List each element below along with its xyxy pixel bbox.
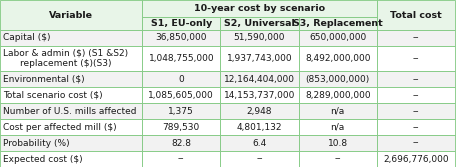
Bar (0, 71, 142, 87)
Bar (377, 71, 455, 87)
Text: (853,000,000): (853,000,000) (306, 75, 370, 84)
Bar (377, 30, 455, 46)
Text: n/a: n/a (330, 123, 345, 132)
Text: Cost per affected mill ($): Cost per affected mill ($) (3, 123, 117, 132)
Bar (0, 135, 142, 151)
Text: S1, EU-only: S1, EU-only (151, 19, 212, 28)
Text: --: -- (413, 123, 419, 132)
Text: --: -- (413, 139, 419, 148)
Text: --: -- (178, 154, 184, 163)
Bar (220, 135, 299, 151)
Text: --: -- (413, 75, 419, 84)
Text: Labor & admin ($) (S1 &S2)
replacement ($)(S3): Labor & admin ($) (S1 &S2) replacement (… (3, 49, 128, 68)
Text: 1,048,755,000: 1,048,755,000 (148, 54, 214, 63)
Text: S2, Universal: S2, Universal (224, 19, 295, 28)
Text: 8,289,000,000: 8,289,000,000 (305, 91, 371, 100)
Bar (220, 46, 299, 71)
Text: 10.8: 10.8 (328, 139, 348, 148)
Bar (142, 135, 220, 151)
Bar (0, 151, 142, 167)
Bar (377, 119, 455, 135)
Bar (377, 103, 455, 119)
Text: Capital ($): Capital ($) (3, 34, 50, 42)
Bar (142, 0, 377, 17)
Bar (142, 151, 220, 167)
Text: 8,492,000,000: 8,492,000,000 (305, 54, 371, 63)
Text: Probability (%): Probability (%) (3, 139, 70, 148)
Bar (142, 87, 220, 103)
Bar (0, 46, 142, 71)
Text: 789,530: 789,530 (163, 123, 200, 132)
Text: --: -- (413, 54, 419, 63)
Text: Total cost: Total cost (390, 11, 442, 20)
Bar (377, 151, 455, 167)
Bar (220, 103, 299, 119)
Bar (299, 135, 377, 151)
Text: S3, Replacement: S3, Replacement (293, 19, 383, 28)
Text: 0: 0 (178, 75, 184, 84)
Bar (377, 87, 455, 103)
Bar (142, 17, 220, 30)
Text: Variable: Variable (49, 11, 93, 20)
Text: 82.8: 82.8 (171, 139, 191, 148)
Bar (220, 17, 299, 30)
Bar (299, 87, 377, 103)
Text: 36,850,000: 36,850,000 (155, 34, 207, 42)
Text: --: -- (256, 154, 263, 163)
Text: 2,696,776,000: 2,696,776,000 (383, 154, 449, 163)
Bar (377, 46, 455, 71)
Bar (142, 30, 220, 46)
Bar (220, 151, 299, 167)
Text: 14,153,737,000: 14,153,737,000 (224, 91, 295, 100)
Bar (142, 103, 220, 119)
Text: --: -- (413, 91, 419, 100)
Bar (0, 87, 142, 103)
Text: 1,085,605,000: 1,085,605,000 (148, 91, 214, 100)
Bar (299, 17, 377, 30)
Text: --: -- (335, 154, 341, 163)
Text: Total scenario cost ($): Total scenario cost ($) (3, 91, 102, 100)
Bar (0, 103, 142, 119)
Text: 650,000,000: 650,000,000 (309, 34, 366, 42)
Text: 51,590,000: 51,590,000 (234, 34, 285, 42)
Text: n/a: n/a (330, 107, 345, 116)
Bar (142, 71, 220, 87)
Bar (0, 119, 142, 135)
Bar (220, 71, 299, 87)
Text: --: -- (413, 34, 419, 42)
Bar (0, 30, 142, 46)
Text: --: -- (413, 107, 419, 116)
Bar (299, 71, 377, 87)
Bar (299, 103, 377, 119)
Text: Environmental ($): Environmental ($) (3, 75, 84, 84)
Text: 2,948: 2,948 (247, 107, 272, 116)
Bar (299, 46, 377, 71)
Text: Number of U.S. mills affected: Number of U.S. mills affected (3, 107, 137, 116)
Bar (220, 87, 299, 103)
Text: 1,375: 1,375 (168, 107, 194, 116)
Bar (299, 119, 377, 135)
Text: 1,937,743,000: 1,937,743,000 (227, 54, 292, 63)
Bar (142, 119, 220, 135)
Bar (377, 0, 455, 30)
Bar (142, 46, 220, 71)
Text: Expected cost ($): Expected cost ($) (3, 154, 82, 163)
Bar (0, 0, 142, 30)
Text: 6.4: 6.4 (252, 139, 267, 148)
Bar (299, 30, 377, 46)
Text: 4,801,132: 4,801,132 (237, 123, 282, 132)
Text: 10-year cost by scenario: 10-year cost by scenario (194, 4, 325, 13)
Bar (220, 30, 299, 46)
Bar (299, 151, 377, 167)
Bar (220, 119, 299, 135)
Text: 12,164,404,000: 12,164,404,000 (224, 75, 295, 84)
Bar (377, 135, 455, 151)
